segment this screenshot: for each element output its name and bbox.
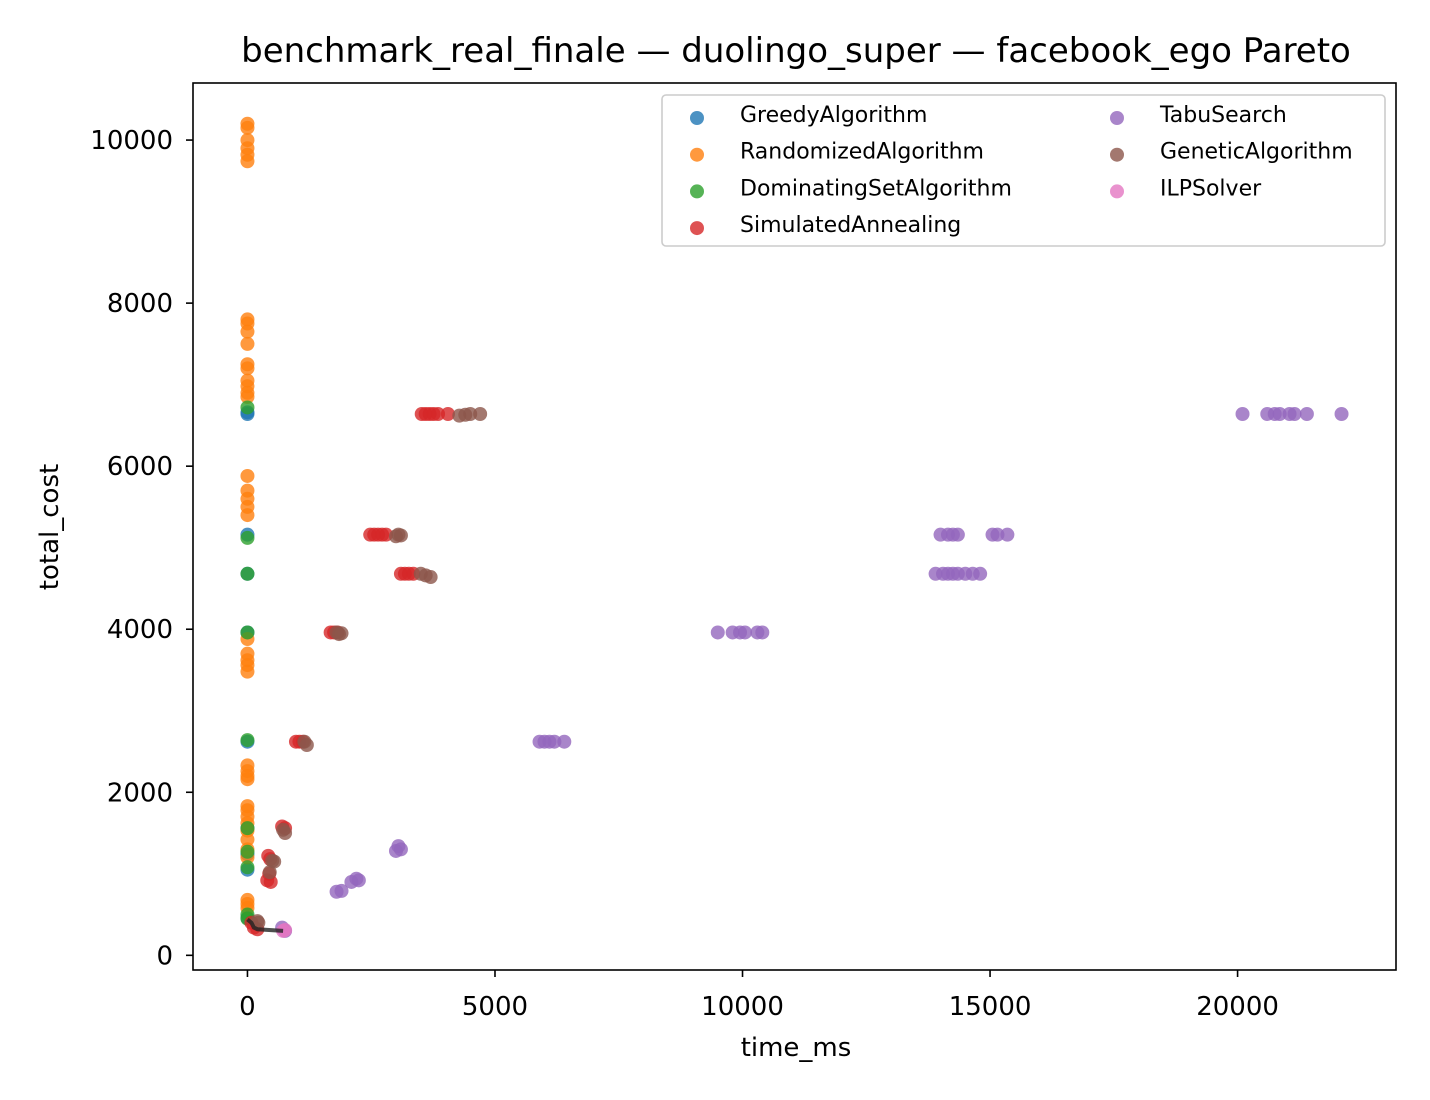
data-point (262, 865, 277, 880)
legend-marker (690, 221, 704, 236)
data-point (240, 530, 255, 545)
data-point (440, 406, 455, 421)
data-point (973, 566, 988, 581)
chart-title: benchmark_real_finale — duolingo_super —… (241, 31, 1351, 71)
y-tick-label: 0 (156, 941, 173, 971)
legend-marker (1110, 147, 1124, 162)
legend-marker (1110, 111, 1124, 125)
data-point (473, 406, 488, 421)
data-point (423, 570, 438, 585)
x-tick-label: 0 (239, 992, 256, 1022)
legend-label: GeneticAlgorithm (1160, 140, 1353, 165)
data-point (240, 361, 255, 376)
data-point (1235, 406, 1250, 421)
data-point (393, 528, 408, 543)
data-point (710, 625, 725, 640)
data-point (547, 734, 562, 749)
legend-frame (661, 94, 1386, 247)
data-point (393, 842, 408, 857)
data-point (278, 923, 293, 938)
data-point (334, 626, 349, 641)
legend-label: SimulatedAnnealing (740, 213, 961, 238)
series-4 (275, 406, 1349, 938)
series-1 (240, 116, 255, 916)
x-tick-label: 20000 (1196, 992, 1279, 1022)
legend-marker (690, 184, 704, 199)
legend-entry: TabuSearch (1110, 103, 1287, 128)
data-point (240, 844, 255, 859)
y-tick-label: 10000 (90, 126, 173, 156)
legend-marker (1110, 184, 1124, 199)
data-point (1287, 406, 1302, 421)
data-point (240, 832, 255, 847)
y-axis-ticks: 0 2000 4000 6000 8000 10000 (90, 126, 193, 971)
data-point (299, 737, 314, 752)
legend-entry: GreedyAlgorithm (690, 103, 927, 128)
data-marks (240, 116, 1349, 938)
data-point (950, 527, 965, 542)
y-tick-label: 6000 (107, 452, 173, 482)
data-point (755, 625, 770, 640)
data-point (240, 154, 255, 169)
series-5 (250, 406, 488, 930)
legend-label: GreedyAlgorithm (740, 103, 927, 128)
data-point (240, 120, 255, 135)
data-point (1272, 406, 1287, 421)
legend-label: ILPSolver (1160, 176, 1262, 201)
x-axis-label: time_ms (741, 1033, 852, 1063)
data-point (557, 734, 572, 749)
y-tick-label: 8000 (107, 289, 173, 319)
legend-label: RandomizedAlgorithm (740, 140, 984, 165)
x-axis-ticks: 0 5000 10000 15000 20000 (239, 970, 1279, 1022)
data-point (240, 566, 255, 581)
legend-entry: DominatingSetAlgorithm (690, 176, 1012, 201)
data-point (240, 400, 255, 415)
data-point (240, 664, 255, 679)
data-point (334, 883, 349, 898)
data-point (737, 625, 752, 640)
y-axis-label: total_cost (35, 464, 65, 590)
legend-entry: ILPSolver (1110, 176, 1262, 201)
data-point (240, 468, 255, 483)
y-tick-label: 2000 (107, 778, 173, 808)
data-point (240, 336, 255, 351)
legend-items: GreedyAlgorithm RandomizedAlgorithm Domina… (690, 103, 1353, 238)
data-point (240, 389, 255, 404)
data-point (240, 625, 255, 640)
data-point (240, 772, 255, 787)
x-tick-label: 5000 (462, 992, 528, 1022)
data-point (278, 826, 293, 841)
x-tick-label: 10000 (701, 992, 784, 1022)
x-tick-label: 15000 (949, 992, 1032, 1022)
data-point (990, 527, 1005, 542)
data-point (240, 860, 255, 875)
data-point (351, 873, 366, 888)
data-point (240, 733, 255, 748)
legend-label: DominatingSetAlgorithm (740, 176, 1012, 201)
data-point (1334, 406, 1349, 421)
plot-area (192, 82, 1397, 971)
legend-entry: RandomizedAlgorithm (690, 140, 984, 165)
data-point (240, 821, 255, 836)
pareto-front-line (246, 917, 284, 933)
data-point (267, 854, 282, 869)
data-point (1299, 406, 1314, 421)
legend-entry: GeneticAlgorithm (1110, 140, 1353, 165)
y-tick-label: 4000 (107, 615, 173, 645)
data-point (463, 406, 478, 421)
legend-entry: SimulatedAnnealing (690, 213, 961, 238)
data-point (431, 406, 446, 421)
legend-marker (690, 111, 704, 125)
data-point (1000, 527, 1015, 542)
legend-label: TabuSearch (1159, 103, 1287, 128)
data-point (240, 324, 255, 339)
legend-marker (690, 147, 704, 162)
axes-frame (192, 82, 1397, 971)
legend: GreedyAlgorithm RandomizedAlgorithm Domina… (661, 94, 1386, 247)
data-point (240, 508, 255, 523)
